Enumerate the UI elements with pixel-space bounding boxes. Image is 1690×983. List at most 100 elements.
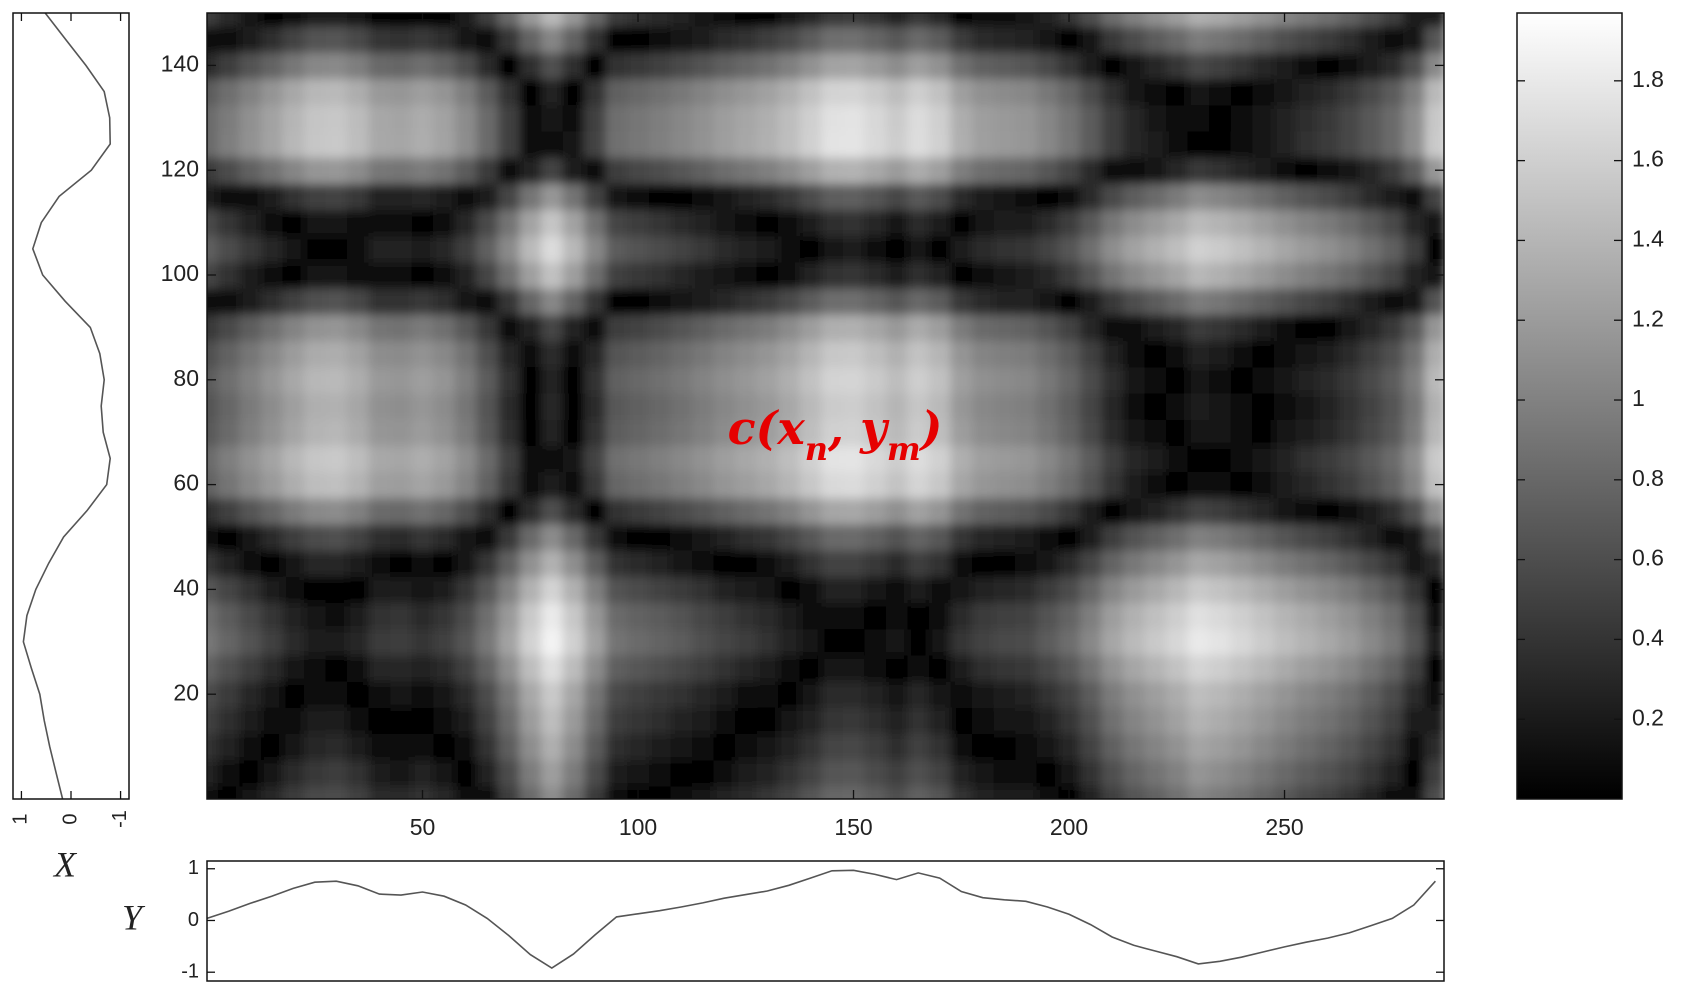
heatmap-cell: [1187, 576, 1210, 604]
heatmap-cell: [1101, 759, 1124, 787]
heatmap-cell: [1316, 366, 1340, 394]
heatmap-cell: [519, 392, 542, 420]
heatmap-cell: [627, 759, 650, 787]
heatmap-cell: [347, 52, 370, 80]
heatmap-cell: [476, 550, 499, 577]
heatmap-cell: [1381, 13, 1404, 27]
heatmap-cell: [584, 392, 607, 420]
heatmap-cell: [282, 785, 305, 799]
heatmap-cell: [1101, 707, 1124, 735]
heatmap-cell: [433, 26, 456, 53]
heatmap-cell: [928, 366, 952, 394]
heatmap-cell: [454, 340, 477, 368]
heatmap-cell: [390, 550, 413, 577]
heatmap-cell: [541, 52, 564, 80]
heatmap-cell: [648, 759, 671, 787]
heatmap-cell: [519, 471, 542, 499]
heatmap-cell: [584, 681, 607, 708]
heatmap-cell: [778, 261, 801, 289]
heatmap-cell: [627, 26, 650, 53]
heatmap-cell: [497, 497, 521, 525]
heatmap-cell: [1209, 104, 1232, 132]
heatmap-cell: [778, 445, 801, 473]
heatmap-cell: [562, 52, 585, 80]
heatmap-cell: [1230, 288, 1253, 315]
heatmap-cell: [433, 602, 456, 630]
heatmap-cell: [1338, 419, 1361, 446]
heatmap-cell: [756, 52, 779, 80]
heatmap-cell: [1230, 550, 1253, 577]
heatmap-cell: [670, 157, 693, 184]
heatmap-cell: [1165, 759, 1189, 787]
heatmap-cell: [605, 209, 628, 237]
heatmap-cell: [605, 497, 628, 525]
heatmap-cell: [1187, 314, 1210, 342]
heatmap-cell: [799, 392, 822, 420]
heatmap-cell: [207, 235, 219, 263]
heatmap-cell: [454, 759, 477, 787]
heatmap-cell: [1058, 576, 1081, 604]
heatmap-cell: [1058, 733, 1081, 761]
heatmap-cell: [1359, 104, 1383, 132]
heatmap-cell: [1209, 235, 1232, 263]
heatmap-cell: [454, 130, 477, 158]
heatmap-cell: [476, 13, 499, 27]
heatmap-cell: [390, 78, 413, 106]
heatmap-cell: [1209, 209, 1232, 237]
heatmap-cell: [885, 235, 908, 263]
heatmap-cell: [627, 497, 650, 525]
heatmap-cell: [1165, 419, 1189, 446]
heatmap-cell: [1187, 209, 1210, 237]
heatmap-cell: [1187, 52, 1210, 80]
heatmap-cell: [1316, 497, 1340, 525]
heatmap-cell: [1015, 602, 1038, 630]
heatmap-cell: [1187, 785, 1210, 799]
heatmap-cell: [368, 13, 391, 27]
heatmap-cell: [260, 628, 284, 656]
heatmap-cell: [1403, 733, 1426, 761]
heatmap-cell: [778, 576, 801, 604]
heatmap-cell: [842, 628, 865, 656]
heatmap-cell: [972, 419, 995, 446]
heatmap-cell: [541, 130, 564, 158]
heatmap-cell: [1230, 707, 1253, 735]
heatmap-cell: [1015, 183, 1038, 211]
heatmap-cell: [928, 52, 952, 80]
heatmap-cell: [1252, 288, 1275, 315]
heatmap-cell: [713, 209, 736, 237]
heatmap-cell: [325, 523, 348, 551]
heatmap-cell: [1036, 759, 1059, 787]
heatmap-cell: [821, 366, 844, 394]
heatmap-cell: [1273, 104, 1296, 132]
heatmap-cell: [476, 497, 499, 525]
heatmap-cell: [1316, 445, 1340, 473]
heatmap-cell: [282, 314, 305, 342]
heatmap-cell: [907, 261, 930, 289]
heatmap-cell: [734, 130, 758, 158]
heatmap-cell: [972, 78, 995, 106]
heatmap-cell: [928, 419, 952, 446]
heatmap-cell: [885, 602, 908, 630]
heatmap-cell: [691, 602, 715, 630]
heatmap-cell: [950, 681, 973, 708]
heatmap-cell: [842, 340, 865, 368]
heatmap-cell: [411, 183, 434, 211]
heatmap-cell: [928, 392, 952, 420]
heatmap-cell: [1252, 785, 1275, 799]
heatmap-cell: [778, 340, 801, 368]
heatmap-cell: [1230, 628, 1253, 656]
heatmap-cell: [207, 707, 219, 735]
heatmap-cell: [282, 602, 305, 630]
heatmap-cell: [562, 602, 585, 630]
heatmap-cell: [1187, 759, 1210, 787]
heatmap-cell: [691, 654, 715, 682]
heatmap-cell: [476, 157, 499, 184]
heatmap-cell: [207, 602, 219, 630]
heatmap-cell: [476, 419, 499, 446]
heatmap-cell: [1252, 314, 1275, 342]
heatmap-cell: [1338, 681, 1361, 708]
heatmap-cell: [1101, 261, 1124, 289]
heatmap-cell: [821, 52, 844, 80]
heatmap-cell: [972, 785, 995, 799]
heatmap-cell: [541, 392, 564, 420]
